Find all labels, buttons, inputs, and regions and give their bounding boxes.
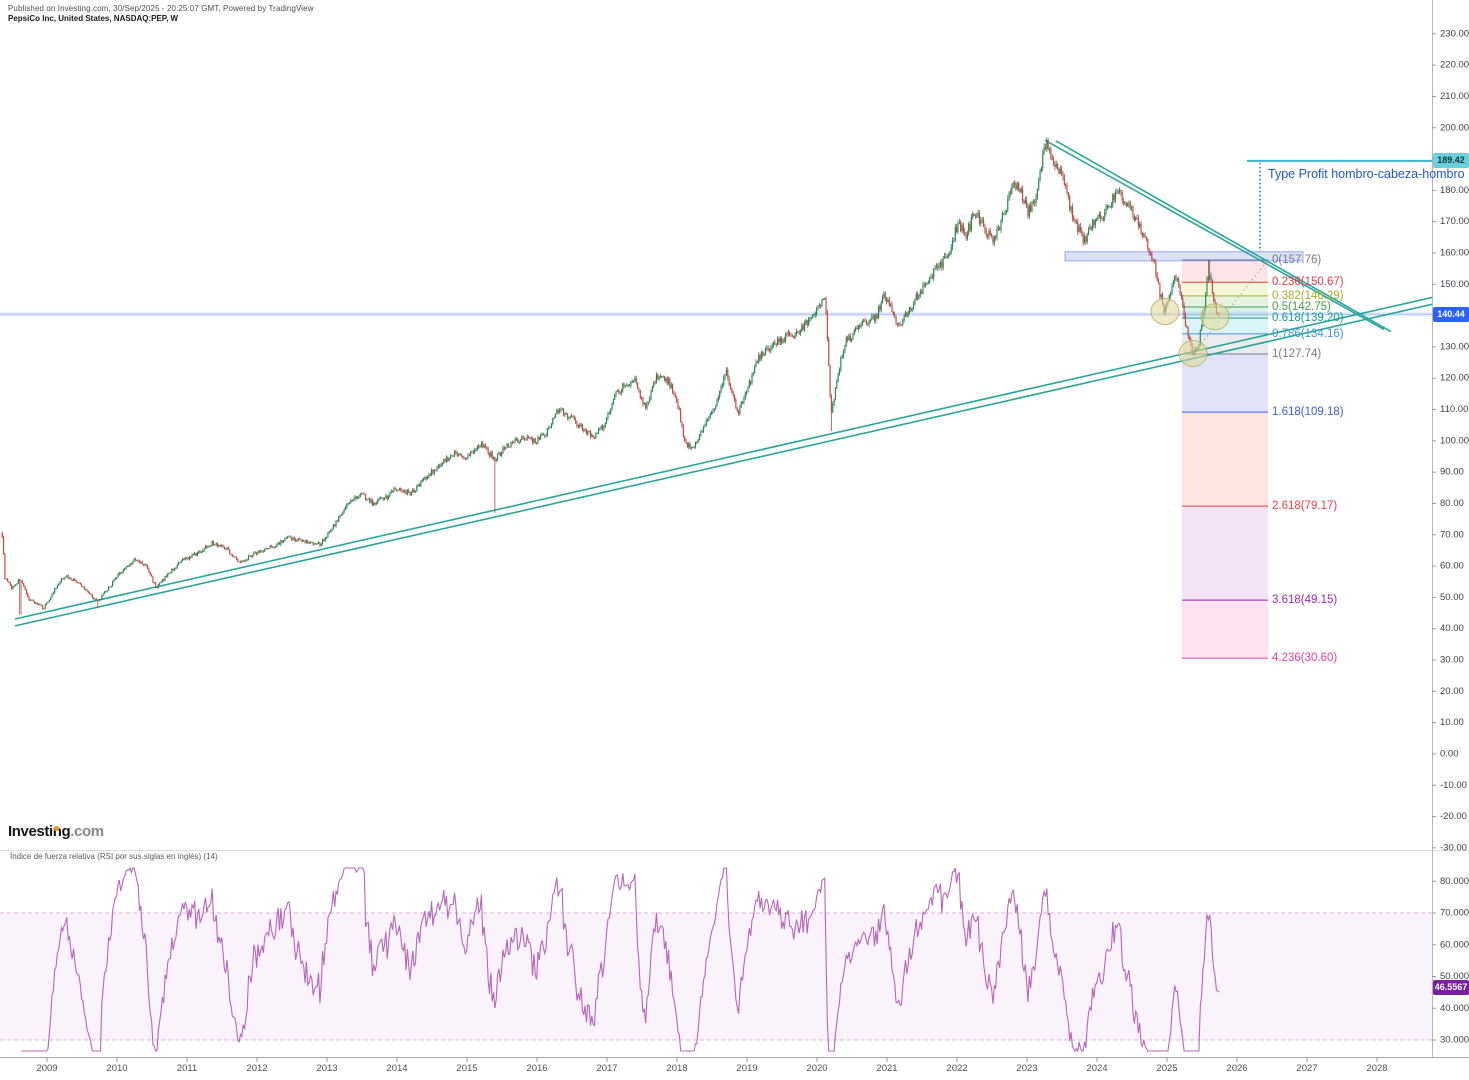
published-info: Published on Investing.com, 30/Sep/2025 … [8, 4, 314, 13]
fib-level-label-0: 0(157.76) [1272, 254, 1321, 266]
shoulder-head-marker [1150, 298, 1180, 326]
price-tick-label: 130.00 [1440, 341, 1469, 352]
rsi-tick-label: 50.0000 [1440, 971, 1469, 982]
price-tick-label: 60.00 [1440, 561, 1464, 572]
symbol-info: PepsiCo Inc, United States, NASDAQ:PEP, … [8, 14, 179, 23]
price-tick-label: 180.00 [1440, 185, 1469, 196]
rsi-value-label: 46.5567 [1433, 980, 1469, 995]
investing-logo-suffix: .com [70, 823, 104, 840]
rsi-tick-label: 70.0000 [1440, 908, 1469, 919]
trendline-descending-resistance-lower [1055, 140, 1392, 333]
candlestick-series [1, 137, 1220, 615]
fib-level-label-0.786: 0.786(134.16) [1272, 328, 1344, 340]
price-tick-label: 40.00 [1440, 623, 1464, 634]
fib-dotted-ray [1192, 259, 1269, 355]
fib-band [1181, 412, 1269, 507]
pattern-markers [1150, 298, 1230, 367]
year-tick-label: 2010 [106, 1063, 127, 1074]
price-tick-label: 220.00 [1440, 60, 1469, 71]
profit-annotation-text: Type Profit hombro-cabeza-hombro [1268, 167, 1465, 181]
price-tick-label: 160.00 [1440, 248, 1469, 259]
fib-level-label-0.618: 0.618(139.20) [1272, 312, 1344, 324]
year-tick-label: 2017 [596, 1063, 617, 1074]
fib-level-label-0.5: 0.5(142.75) [1272, 301, 1331, 313]
rsi-tick-label: 60.0000 [1440, 939, 1469, 950]
rsi-axis: 80.0000 70.0000 60.0000 50.0000 40.0000 30.00… [1432, 876, 1469, 1046]
trendline-descending-resistance-upper [1044, 139, 1385, 331]
fib-band [1181, 282, 1269, 296]
year-tick-label: 2009 [36, 1063, 57, 1074]
year-tick-label: 2020 [806, 1063, 827, 1074]
price-tick-label: 230.00 [1440, 28, 1469, 39]
price-tick-label: -30.00 [1440, 842, 1467, 853]
target-price-label: 189.42 [1433, 153, 1469, 168]
year-tick-label: 2028 [1366, 1063, 1387, 1074]
year-tick-label: 2013 [316, 1063, 337, 1074]
fib-labels: 0(157.76) 0.236(150.67) 0.382(146.29)0.5(1… [1272, 254, 1344, 664]
fib-level-label-0.236: 0.236(150.67) [1272, 276, 1344, 288]
price-tick-label: 210.00 [1440, 91, 1469, 102]
price-tick-label: 170.00 [1440, 216, 1469, 227]
rsi-indicator-title: Índice de fuerza relativa (RSI por sus s… [10, 852, 218, 861]
investing-logo-main: Investing [8, 823, 71, 840]
neckline-box [1064, 251, 1304, 262]
fib-level-label-2.618: 2.618(79.17) [1272, 500, 1337, 512]
rsi-line [21, 866, 1220, 1053]
year-tick-label: 2026 [1226, 1063, 1247, 1074]
price-tick-label: -20.00 [1440, 811, 1467, 822]
fib-level-label-3.618: 3.618(49.15) [1272, 594, 1337, 606]
year-tick-label: 2015 [456, 1063, 477, 1074]
rsi-tick-label: 80.0000 [1440, 876, 1469, 887]
year-tick-label: 2022 [946, 1063, 967, 1074]
year-tick-label: 2016 [526, 1063, 547, 1074]
fib-band [1181, 295, 1269, 307]
year-tick-label: 2027 [1296, 1063, 1317, 1074]
fib-level-label-1: 1(127.74) [1272, 348, 1321, 360]
shoulder-head-marker [1178, 340, 1208, 367]
year-tick-label: 2011 [177, 1063, 197, 1074]
year-tick-label: 2012 [246, 1063, 267, 1074]
shoulder-head-marker [1200, 303, 1230, 331]
price-tick-label: 20.00 [1440, 686, 1464, 697]
price-tick-label: 10.00 [1440, 717, 1464, 728]
year-tick-label: 2018 [666, 1063, 687, 1074]
year-tick-label: 2024 [1086, 1063, 1107, 1074]
rsi-band [0, 913, 1432, 1040]
price-tick-label: 110.00 [1440, 404, 1468, 415]
fib-level-label-0.382: 0.382(146.29) [1272, 290, 1344, 302]
year-tick-label: 2021 [876, 1063, 897, 1074]
price-tick-label: 120.00 [1440, 373, 1469, 384]
fib-band [1181, 600, 1269, 659]
price-tick-label: 30.00 [1440, 655, 1464, 666]
investing-logo-orange-dot-icon [54, 826, 59, 831]
price-tick-label: 0.00 [1440, 748, 1459, 759]
current-price-label: 140.44 [1433, 307, 1469, 322]
year-tick-label: 2014 [386, 1063, 407, 1074]
rsi-pane [0, 866, 1432, 1053]
fib-level-label-1.618: 1.618(109.18) [1272, 406, 1344, 418]
price-tick-label: 50.00 [1440, 592, 1464, 603]
price-tick-label: -10.00 [1440, 780, 1467, 791]
fib-band [1181, 506, 1269, 601]
price-tick-label: 80.00 [1440, 498, 1464, 509]
fib-level-label-4.236: 4.236(30.60) [1272, 652, 1337, 664]
year-tick-label: 2023 [1016, 1063, 1037, 1074]
rsi-tick-label: 30.0000 [1440, 1035, 1469, 1046]
price-tick-label: 70.00 [1440, 529, 1464, 540]
price-tick-label: 150.00 [1440, 279, 1469, 290]
rsi-tick-label: 40.0000 [1440, 1003, 1469, 1014]
fib-band [1181, 260, 1269, 283]
price-tick-label: 100.00 [1440, 435, 1469, 446]
time-axis: 2009 2010 2011 2012 2013 2014 2015 2016 2017 2018… [36, 1057, 1388, 1074]
year-tick-label: 2025 [1156, 1063, 1177, 1074]
price-tick-label: 200.00 [1440, 122, 1469, 133]
price-tick-label: 90.00 [1440, 467, 1464, 478]
current-price-line [0, 311, 1432, 317]
year-tick-label: 2019 [736, 1063, 757, 1074]
